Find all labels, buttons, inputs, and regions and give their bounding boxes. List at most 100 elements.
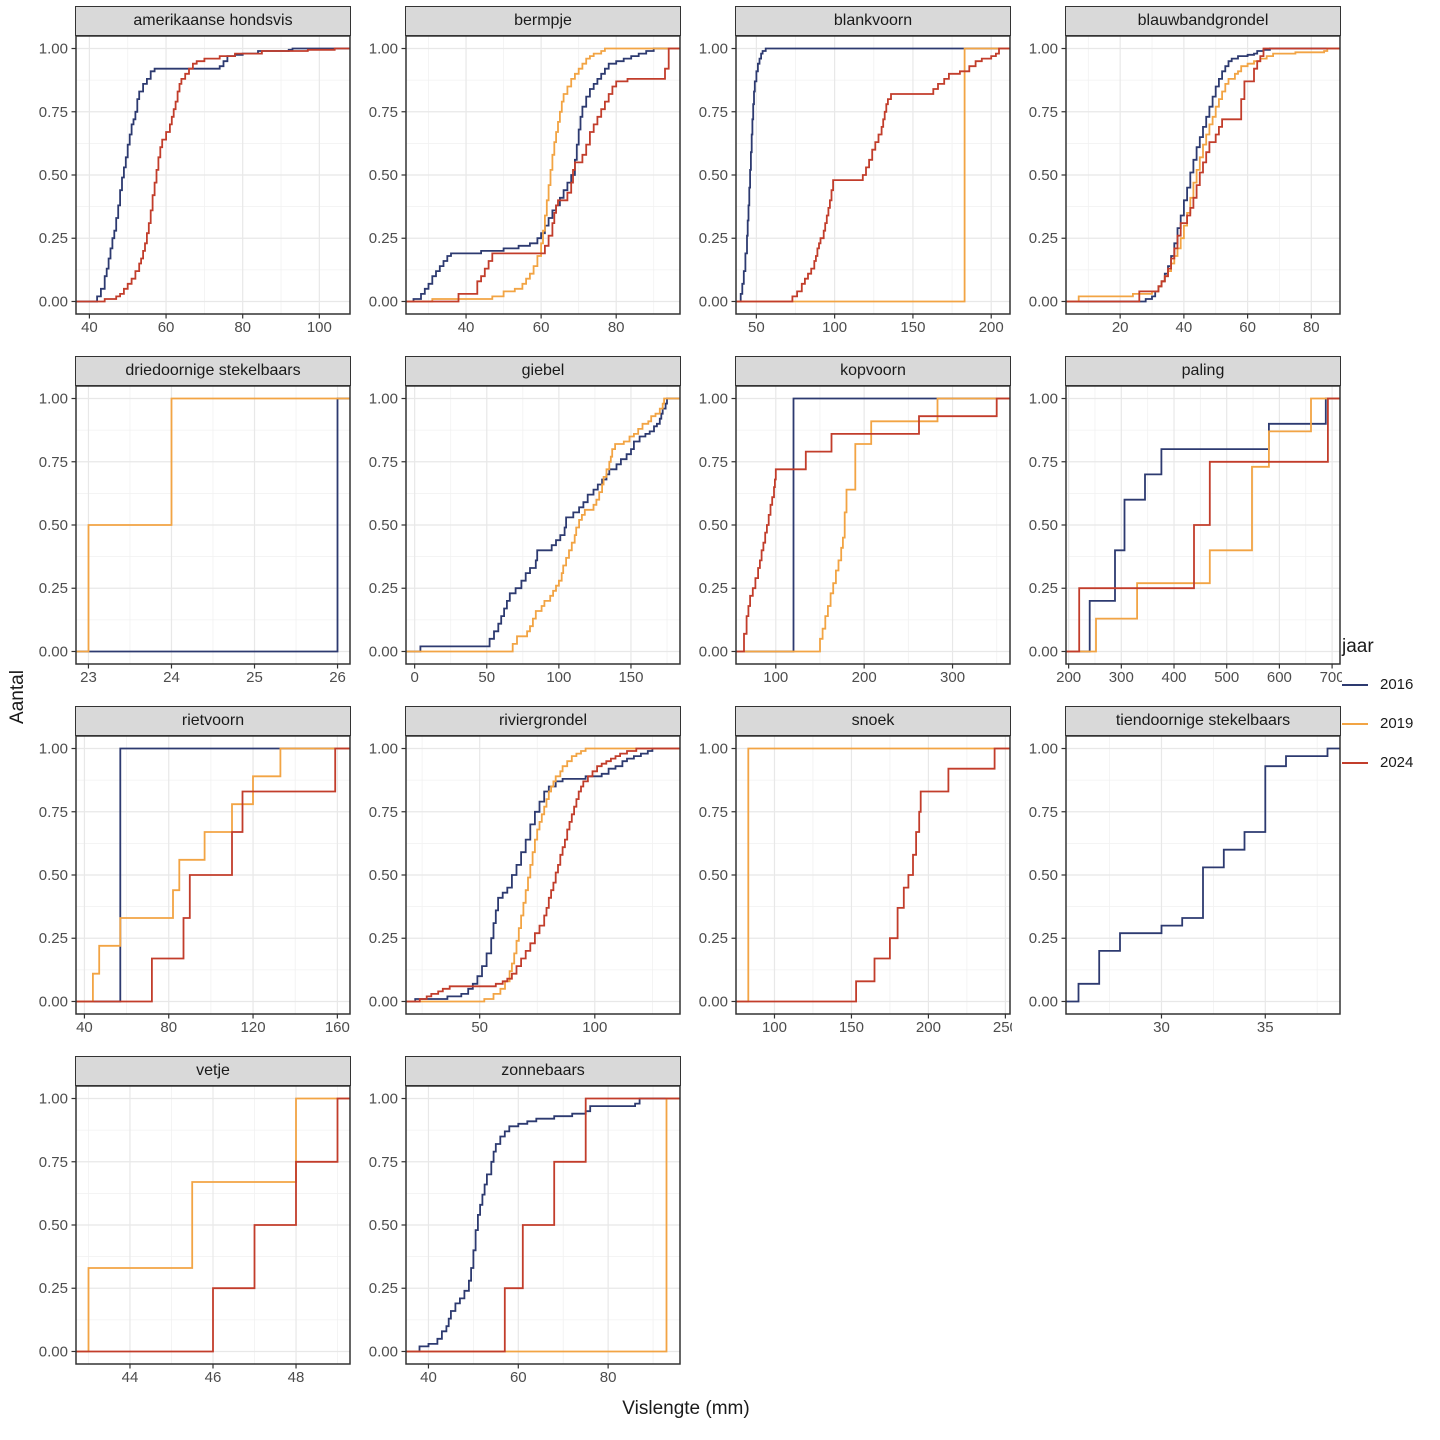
facet-panel: 0.00 0.25 0.50 0.75 1.00 200 300 400 500 600 700 bbox=[1029, 385, 1342, 686]
svg-text:0.25: 0.25 bbox=[39, 230, 68, 247]
svg-text:0.75: 0.75 bbox=[1029, 804, 1058, 821]
facet-panel: 0.00 0.25 0.50 0.75 1.00 40 60 80 100 bbox=[39, 35, 351, 336]
svg-text:1.00: 1.00 bbox=[39, 391, 68, 408]
facet-strip: amerikaanse hondsvis bbox=[75, 6, 351, 36]
svg-text:500: 500 bbox=[1214, 669, 1239, 686]
facet-paling: 0.00 0.25 0.50 0.75 1.00 200 300 400 500 600 700 p… bbox=[1020, 356, 1342, 694]
svg-text:0.75: 0.75 bbox=[1029, 104, 1058, 121]
facet-strip: vetje bbox=[75, 1056, 351, 1086]
svg-text:600: 600 bbox=[1267, 669, 1292, 686]
svg-text:0.25: 0.25 bbox=[1029, 580, 1058, 597]
svg-text:700: 700 bbox=[1320, 669, 1342, 686]
svg-text:40: 40 bbox=[81, 319, 98, 336]
facet-panel: 0.00 0.25 0.50 0.75 1.00 44 46 48 bbox=[39, 1085, 351, 1386]
svg-text:200: 200 bbox=[979, 319, 1004, 336]
svg-text:1.00: 1.00 bbox=[1029, 391, 1058, 408]
svg-text:0.00: 0.00 bbox=[1029, 293, 1058, 310]
svg-text:44: 44 bbox=[122, 1369, 139, 1386]
svg-text:0.75: 0.75 bbox=[369, 454, 398, 471]
svg-text:0.75: 0.75 bbox=[39, 454, 68, 471]
svg-text:1.00: 1.00 bbox=[369, 391, 398, 408]
legend-item-2024: 2024 bbox=[1342, 754, 1438, 771]
svg-text:0.75: 0.75 bbox=[39, 104, 68, 121]
facet-strip: driedoornige stekelbaars bbox=[75, 356, 351, 386]
facet-panel: 0.00 0.25 0.50 0.75 1.00 40 60 80 bbox=[369, 35, 681, 336]
svg-text:0: 0 bbox=[410, 669, 418, 686]
facet-strip: tiendoornige stekelbaars bbox=[1065, 706, 1341, 736]
svg-text:0.00: 0.00 bbox=[369, 1343, 398, 1360]
svg-text:46: 46 bbox=[205, 1369, 222, 1386]
facet-strip: zonnebaars bbox=[405, 1056, 681, 1086]
legend-label: 2019 bbox=[1380, 715, 1414, 732]
svg-text:100: 100 bbox=[763, 669, 788, 686]
facet-panel: 0.00 0.25 0.50 0.75 1.00 0 50 100 150 bbox=[369, 385, 681, 686]
svg-text:60: 60 bbox=[158, 319, 175, 336]
svg-text:1.00: 1.00 bbox=[1029, 741, 1058, 758]
facet-strip: riviergrondel bbox=[405, 706, 681, 736]
facet-zonnebaars: 0.00 0.25 0.50 0.75 1.00 40 60 80 zonnebaars bbox=[360, 1056, 682, 1394]
svg-text:300: 300 bbox=[940, 669, 965, 686]
facet-snoek: 0.00 0.25 0.50 0.75 1.00 100 150 200 250 snoek bbox=[690, 706, 1012, 1044]
facet-blankvoorn: 0.00 0.25 0.50 0.75 1.00 50 100 150 200 blankvoo… bbox=[690, 6, 1012, 344]
facet-panel: 0.00 0.25 0.50 0.75 1.00 20 40 60 80 bbox=[1029, 35, 1341, 336]
svg-text:100: 100 bbox=[822, 319, 847, 336]
legend-label: 2024 bbox=[1380, 754, 1414, 771]
svg-text:0.50: 0.50 bbox=[699, 167, 728, 184]
svg-text:0.25: 0.25 bbox=[369, 580, 398, 597]
svg-text:0.75: 0.75 bbox=[39, 804, 68, 821]
svg-text:50: 50 bbox=[478, 669, 495, 686]
svg-text:0.50: 0.50 bbox=[369, 1217, 398, 1234]
svg-text:200: 200 bbox=[1056, 669, 1081, 686]
facet-grid: 0.00 0.25 0.50 0.75 1.00 40 60 80 100 amerikaans… bbox=[30, 6, 1342, 1394]
facet-strip: kopvoorn bbox=[735, 356, 1011, 386]
facet-panel: 0.00 0.25 0.50 0.75 1.00 30 35 bbox=[1029, 735, 1341, 1036]
facet-bermpje: 0.00 0.25 0.50 0.75 1.00 40 60 80 bermpje bbox=[360, 6, 682, 344]
svg-text:48: 48 bbox=[288, 1369, 305, 1386]
svg-text:100: 100 bbox=[307, 319, 332, 336]
svg-text:150: 150 bbox=[839, 1019, 864, 1036]
svg-text:0.75: 0.75 bbox=[369, 104, 398, 121]
svg-text:24: 24 bbox=[163, 669, 180, 686]
facet-strip: bermpje bbox=[405, 6, 681, 36]
svg-text:30: 30 bbox=[1153, 1019, 1170, 1036]
svg-text:100: 100 bbox=[582, 1019, 607, 1036]
svg-text:0.00: 0.00 bbox=[39, 993, 68, 1010]
svg-text:40: 40 bbox=[76, 1019, 93, 1036]
facet-tiendoornige-stekelbaars: 0.00 0.25 0.50 0.75 1.00 30 35 tiendoornige st… bbox=[1020, 706, 1342, 1044]
legend-title: jaar bbox=[1342, 636, 1374, 657]
svg-text:80: 80 bbox=[1303, 319, 1320, 336]
svg-text:100: 100 bbox=[546, 669, 571, 686]
legend: jaar 2016 2019 2024 bbox=[1342, 636, 1438, 793]
svg-text:0.75: 0.75 bbox=[39, 1154, 68, 1171]
svg-text:0.50: 0.50 bbox=[369, 867, 398, 884]
svg-text:120: 120 bbox=[241, 1019, 266, 1036]
x-axis-title: Vislengte (mm) bbox=[622, 1398, 750, 1419]
svg-text:0.75: 0.75 bbox=[699, 104, 728, 121]
facet-kopvoorn: 0.00 0.25 0.50 0.75 1.00 100 200 300 kopvoorn bbox=[690, 356, 1012, 694]
svg-text:1.00: 1.00 bbox=[39, 741, 68, 758]
facet-strip: giebel bbox=[405, 356, 681, 386]
svg-text:0.50: 0.50 bbox=[699, 867, 728, 884]
svg-text:0.25: 0.25 bbox=[1029, 930, 1058, 947]
legend-label: 2016 bbox=[1380, 676, 1414, 693]
svg-text:0.75: 0.75 bbox=[369, 804, 398, 821]
svg-text:0.75: 0.75 bbox=[699, 804, 728, 821]
svg-text:0.50: 0.50 bbox=[39, 1217, 68, 1234]
svg-text:80: 80 bbox=[600, 1369, 617, 1386]
svg-text:0.25: 0.25 bbox=[1029, 230, 1058, 247]
svg-text:0.25: 0.25 bbox=[699, 930, 728, 947]
svg-text:0.50: 0.50 bbox=[1029, 517, 1058, 534]
svg-text:40: 40 bbox=[458, 319, 475, 336]
svg-text:400: 400 bbox=[1162, 669, 1187, 686]
svg-text:200: 200 bbox=[852, 669, 877, 686]
svg-text:60: 60 bbox=[533, 319, 550, 336]
svg-text:0.00: 0.00 bbox=[369, 993, 398, 1010]
svg-text:40: 40 bbox=[420, 1369, 437, 1386]
svg-text:160: 160 bbox=[325, 1019, 350, 1036]
facet-strip: blauwbandgrondel bbox=[1065, 6, 1341, 36]
svg-text:0.50: 0.50 bbox=[39, 517, 68, 534]
svg-text:50: 50 bbox=[471, 1019, 488, 1036]
svg-text:0.00: 0.00 bbox=[699, 993, 728, 1010]
svg-text:0.50: 0.50 bbox=[1029, 167, 1058, 184]
svg-text:23: 23 bbox=[80, 669, 97, 686]
